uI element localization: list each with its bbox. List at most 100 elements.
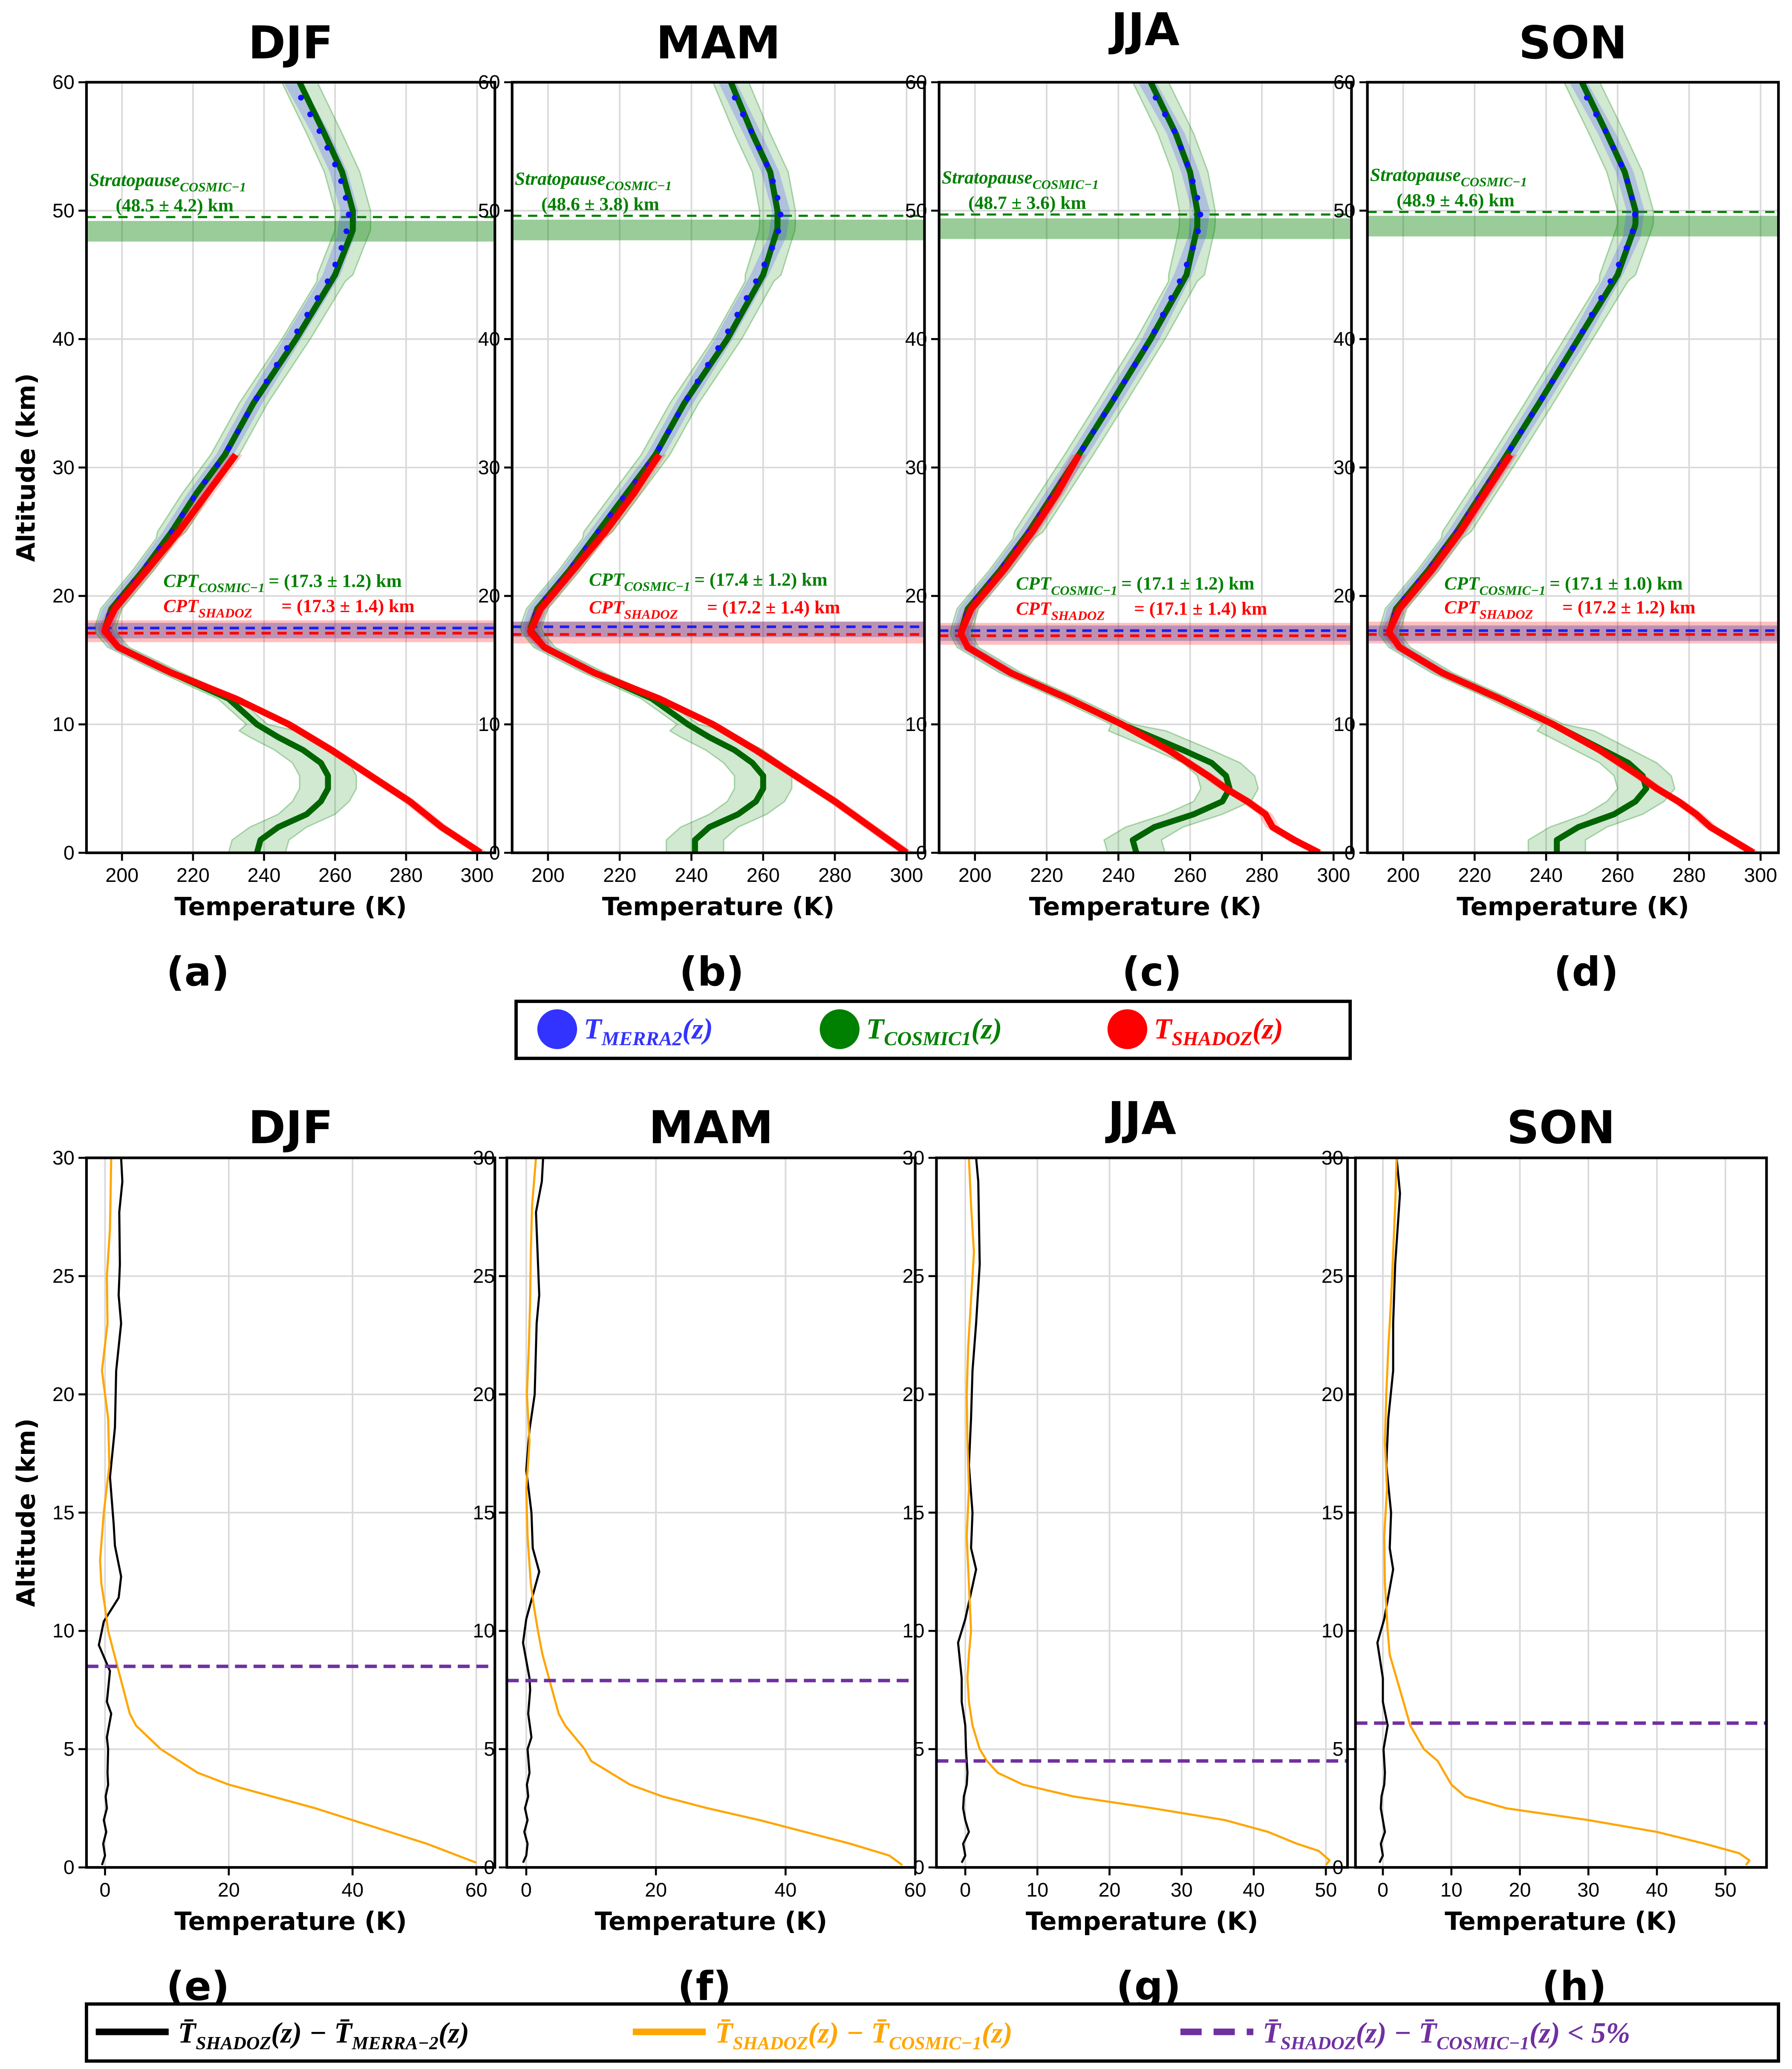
legend-label-b: T̄ [1419,2017,1438,2049]
x-tick-label: 20 [1099,1879,1121,1901]
series-merra2-point [202,479,208,485]
x-tick-label: 260 [747,864,780,886]
series-merra2-point [725,328,731,335]
shadoz-envelope [954,454,1327,853]
y-tick-label: 20 [473,1383,495,1405]
series-shadoz-minus-cosmic1 [1383,1158,1751,1866]
series-merra2-point [274,361,280,368]
cpt-shadoz-value: = (17.1 ± 1.4) km [1134,598,1267,619]
legend-label-sub-b: COSMIC−1 [1437,2033,1529,2053]
series-merra2-point [1593,111,1599,118]
y-tick-label: 0 [1333,1856,1344,1878]
legend-label: T̄SHADOZ(z) − T̄MERRA−2(z) [178,2017,469,2054]
series-merra2-point [1197,211,1203,218]
cpt-cosmic-label: CPTCOSMIC−1 = (17.3 ± 1.2) km [163,571,401,595]
panel-letter: (c) [1122,949,1182,995]
panel-d: StratopauseCOSMIC−1(48.9 ± 4.6) kmCPTCOS… [1333,17,1780,995]
series-shadoz-minus-merra2 [957,1158,981,1864]
legend-marker [1107,1009,1148,1049]
cpt-shadoz-label: CPTSHADOZ = (17.1 ± 1.4) km [1016,598,1267,623]
x-axis-label: Temperature (K) [1029,892,1262,921]
x-tick-label: 200 [1387,864,1420,886]
x-tick-label: 20 [1509,1879,1531,1901]
cpt-cosmic-value: = (17.4 ± 1.2) km [694,569,827,590]
cosmic-envelope [1378,82,1676,853]
x-tick-label: 240 [675,864,708,886]
stratopause-label: StratopauseCOSMIC−1 [1370,165,1527,189]
y-tick-label: 30 [1333,456,1356,478]
x-tick-label: 220 [1458,864,1491,886]
series-merra2-point [1091,428,1097,435]
series-merra2-point [595,529,601,535]
y-tick-label: 10 [902,1620,924,1642]
stratopause-value: (48.7 ± 3.6) km [968,193,1086,213]
panel-letter: (f) [678,1963,731,2010]
series-merra2-point [1177,278,1183,284]
series-merra2-point [665,428,672,435]
y-tick-label: 10 [52,1620,75,1642]
y-tick-label: 40 [478,328,500,350]
legend-label-sub: COSMIC1 [884,1028,971,1050]
stratopause-label-main: Stratopause [515,169,606,189]
cpt-cosmic-sub: COSMIC−1 [624,579,690,594]
panel-letter: (e) [166,1963,230,2010]
series-shadoz-minus-cosmic1 [965,1158,1331,1866]
x-tick-label: 200 [105,864,139,886]
top-legend: TMERRA2(z) TCOSMIC1(z) TSHADOZ(z) [514,1000,1352,1060]
legend-label: TMERRA2(z) [584,1012,713,1050]
cpt-shadoz-sub: SHADOZ [624,607,678,621]
cpt-shadoz-value: = (17.3 ± 1.4) km [281,596,414,616]
x-tick-label: 0 [521,1879,532,1901]
legend-label-mid: (z) − [808,2017,871,2049]
series-merra2-point [225,445,232,451]
series-merra2-point [324,144,331,151]
legend-label-a: T̄ [1263,2017,1282,2049]
y-tick-label: 30 [478,456,500,478]
x-tick-label: 260 [318,864,352,886]
cpt-cosmic-label: CPTCOSMIC−1 = (17.4 ± 1.2) km [589,569,827,594]
series-merra2-point [332,261,338,268]
plot-area [936,1158,1348,1866]
legend-label-tail: (z) < 5% [1529,2017,1630,2049]
x-tick-label: 50 [1714,1879,1737,1901]
x-tick-label: 50 [1315,1879,1337,1901]
series-merra2-point [1616,261,1622,268]
cpt-shadoz-band [1367,621,1779,644]
y-tick-label: 20 [902,1383,924,1405]
series-merra2-point [1518,428,1524,435]
legend-label-a: T̄ [715,2017,734,2049]
x-tick-label: 240 [1529,864,1563,886]
y-tick-label: 60 [52,71,75,93]
y-tick-label: 15 [902,1501,924,1523]
series-merra2-point [764,161,770,168]
y-tick-label: 20 [1322,1383,1344,1405]
series-merra2-point [744,295,750,301]
panel-title: DJF [248,17,333,69]
cpt-cosmic-sub: COSMIC−1 [1051,583,1117,598]
series-merra2-point [748,128,754,134]
series-merra2-point [740,111,746,118]
y-tick-label: 20 [478,585,500,607]
cpt-shadoz-sub: SHADOZ [199,605,252,620]
cpt-shadoz-main: CPT [1016,598,1052,619]
x-axis-label: Temperature (K) [1445,1906,1677,1936]
plot-area [512,82,925,853]
series-merra2-point [1195,228,1201,234]
legend-item: T̄SHADOZ(z) − T̄MERRA−2(z) [95,2017,469,2054]
y-tick-label: 5 [63,1738,75,1760]
series-merra2-point [1618,161,1625,168]
cpt-cosmic-value: = (17.3 ± 1.2) km [268,571,401,591]
series-shadoz-minus-merra2 [98,1158,124,1866]
y-tick-label: 60 [478,71,500,93]
series-merra2-point [1178,144,1184,151]
x-axis-label: Temperature (K) [174,892,407,921]
y-tick-label: 0 [63,841,75,864]
shadoz-envelope [525,454,914,853]
x-tick-label: 20 [645,1879,667,1901]
legend-frame [514,1000,1352,1060]
x-tick-label: 280 [390,864,423,886]
y-tick-label: 10 [473,1620,495,1642]
